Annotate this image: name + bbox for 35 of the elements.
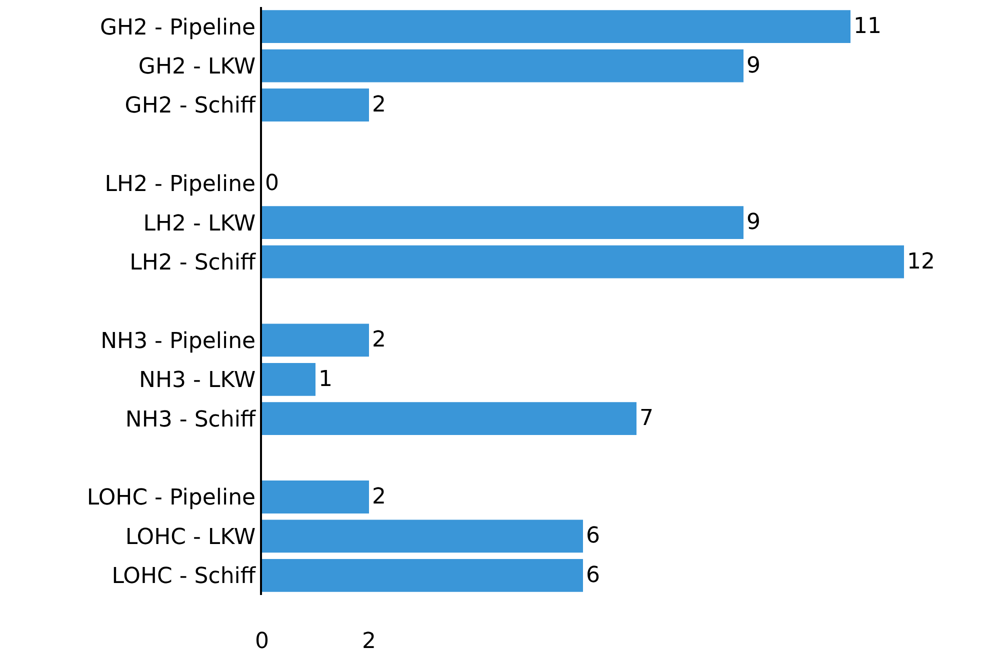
y-tick-label: LH2 - Pipeline (104, 172, 256, 198)
bar (262, 362, 316, 396)
data-label: 1 (318, 366, 332, 392)
data-label: 11 (854, 14, 882, 40)
y-tick-label: GH2 - Pipeline (100, 15, 256, 40)
bar (262, 49, 744, 82)
bar (262, 520, 583, 553)
bar (262, 10, 850, 44)
bar (262, 88, 369, 122)
bar (262, 324, 369, 357)
data-label: 9 (746, 53, 760, 78)
bar (262, 245, 904, 278)
bar (262, 558, 583, 592)
y-tick-label: LOHC - LKW (125, 524, 256, 550)
bar (262, 402, 636, 436)
data-label: 12 (907, 249, 935, 274)
y-tick-label: NH3 - Pipeline (100, 328, 256, 354)
bar (262, 480, 369, 514)
data-label: 6 (586, 562, 600, 588)
data-label: 2 (372, 328, 386, 353)
y-tick-label: LH2 - Schiff (130, 250, 256, 276)
data-label: 0 (265, 170, 279, 196)
y-tick-label: NH3 - Schiff (125, 407, 256, 432)
y-tick-label: LH2 - LKW (143, 211, 256, 236)
y-tick-label: NH3 - LKW (139, 368, 256, 394)
data-label: 6 (586, 524, 600, 549)
data-label: 9 (746, 210, 760, 236)
y-tick-label: LOHC - Pipeline (86, 486, 256, 511)
data-label: 2 (372, 484, 386, 510)
y-tick-label: GH2 - Schiff (124, 94, 256, 119)
data-label: 2 (372, 92, 386, 118)
y-tick-label: LOHC - Schiff (112, 564, 256, 590)
bar (262, 206, 744, 240)
y-tick-label: GH2 - LKW (138, 54, 256, 80)
data-label: 7 (640, 406, 654, 432)
